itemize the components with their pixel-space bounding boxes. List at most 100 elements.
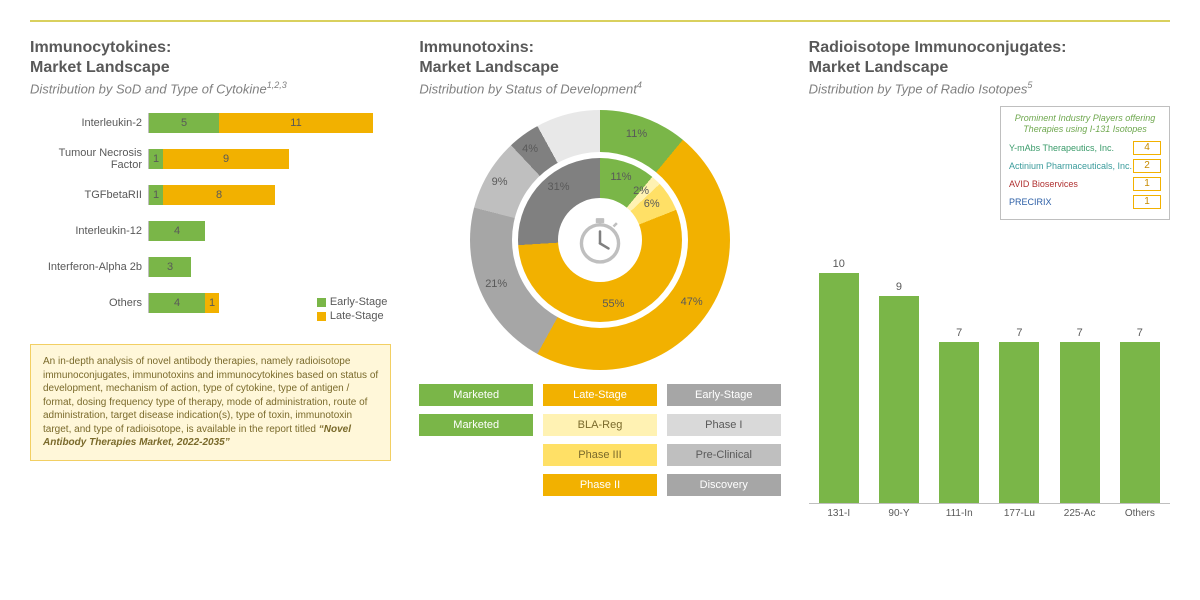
panel3-sup: 5 (1027, 80, 1032, 90)
donut-slice-label: 21% (485, 278, 507, 290)
vbar-cat-col: 177-Lu (995, 504, 1043, 522)
top-rule (30, 20, 1170, 22)
player-row: Y-mAbs Therapeutics, Inc.4 (1009, 141, 1161, 155)
vbar-rect (999, 342, 1039, 503)
hbar-seg-late: 1 (205, 293, 219, 313)
legend-row: MarketedLate-StageEarly-Stage (419, 384, 780, 406)
hbar-row: TGFbetaRII18 (30, 182, 391, 208)
hbar-row: Tumour Necrosis Factor19 (30, 146, 391, 172)
vbar-value: 7 (1077, 327, 1083, 339)
players-list: Y-mAbs Therapeutics, Inc.4 Actinium Pharm… (1009, 141, 1161, 209)
panel3-title-l2: Market Landscape (809, 59, 949, 76)
panel3-subtitle: Distribution by Type of Radio Isotopes5 (809, 80, 1170, 96)
donut-slice-label: 2% (633, 185, 649, 197)
legend-cell: BLA-Reg (543, 414, 657, 436)
hbar-label: Others (30, 297, 148, 309)
vbar-rect (1060, 342, 1100, 503)
player-row: Actinium Pharmaceuticals, Inc.2 (1009, 159, 1161, 173)
hbar-track: 3 (148, 257, 391, 277)
panel3-sub-text: Distribution by Type of Radio Isotopes (809, 81, 1028, 96)
player-count: 1 (1133, 177, 1161, 191)
donut-slice-label: 31% (548, 181, 570, 193)
vbar-rect (879, 296, 919, 503)
player-name: AVID Bioservices (1009, 179, 1078, 189)
panel1-subtitle: Distribution by SoD and Type of Cytokine… (30, 80, 391, 96)
vbar-cat-col: 131-I (815, 504, 863, 522)
legend-cell: Phase II (543, 474, 657, 496)
panel-radioisotope: Radioisotope Immunoconjugates: Market La… (809, 38, 1170, 504)
hbar-chart: Interleukin-2511 Tumour Necrosis Factor19… (30, 110, 391, 326)
panel-immunocytokines: Immunocytokines: Market Landscape Distri… (30, 38, 391, 504)
vbar-cat-col: 225-Ac (1056, 504, 1104, 522)
vbar-category: 111-In (946, 508, 973, 522)
vbar-value: 7 (1137, 327, 1143, 339)
panel3-title-l1: Radioisotope Immunoconjugates: (809, 39, 1067, 56)
vbar-category: 90-Y (888, 508, 909, 522)
panel3-title: Radioisotope Immunoconjugates: Market La… (809, 38, 1170, 78)
vbar-col: 7 (1116, 327, 1164, 503)
hbar-row: Interleukin-124 (30, 218, 391, 244)
player-row: AVID Bioservices 1 (1009, 177, 1161, 191)
hbar-track: 511 (148, 113, 391, 133)
panel-immunotoxins: Immunotoxins: Market Landscape Distribut… (419, 38, 780, 504)
hbar-seg-early: 3 (149, 257, 191, 277)
vbar-value: 7 (956, 327, 962, 339)
hbar-row: Interleukin-2511 (30, 110, 391, 136)
vbar-value: 9 (896, 281, 902, 293)
vbar-rect (819, 273, 859, 503)
legend-cell: Early-Stage (667, 384, 781, 406)
panel2-subtitle: Distribution by Status of Development4 (419, 80, 780, 96)
hbar-label: Interleukin-12 (30, 225, 148, 237)
panel3-body: Prominent Industry Players offering Ther… (809, 110, 1170, 504)
player-row: PRECIRIX 1 (1009, 195, 1161, 209)
player-name: PRECIRIX (1009, 197, 1052, 207)
players-box: Prominent Industry Players offering Ther… (1000, 106, 1170, 220)
legend-row: Phase III Pre-Clinical (419, 444, 780, 466)
vbar-col: 7 (1056, 327, 1104, 503)
panel1-title-l1: Immunocytokines: (30, 39, 171, 56)
player-count: 1 (1133, 195, 1161, 209)
legend-text: Late-Stage (330, 310, 384, 322)
hbar-seg-early: 4 (149, 221, 205, 241)
vbar-cat-col: Others (1116, 504, 1164, 522)
vbar-categories: 131-I 90-Y 111-In 177-Lu 225-Ac Others (809, 504, 1170, 522)
vbar-rect (1120, 342, 1160, 503)
panel2-sup: 4 (637, 80, 642, 90)
vbar-category: 131-I (827, 508, 850, 522)
legend-cell: Phase III (543, 444, 657, 466)
donut-slice-label: 47% (681, 296, 703, 308)
vbar-rect (939, 342, 979, 503)
legend-swatch (317, 312, 326, 321)
vbar-category: Others (1125, 508, 1155, 522)
vbar-cat-col: 111-In (935, 504, 983, 522)
legend-cell: Late-Stage (543, 384, 657, 406)
player-name: Actinium Pharmaceuticals, Inc. (1009, 161, 1132, 171)
panel1-title-l2: Market Landscape (30, 59, 170, 76)
hbar-label: TGFbetaRII (30, 189, 148, 201)
donut-chart: 11%47%21%9%4%11%2%6%55%31% MarketedLate-… (419, 110, 780, 504)
panel1-title: Immunocytokines: Market Landscape (30, 38, 391, 78)
legend-row: Phase IIDiscovery (419, 474, 780, 496)
hbar-seg-early: 1 (149, 149, 163, 169)
vbar-value: 7 (1016, 327, 1022, 339)
hbar-row: Interferon-Alpha 2b3 (30, 254, 391, 280)
donut-slice-label: 9% (492, 176, 508, 188)
panel2-sub-text: Distribution by Status of Development (419, 81, 637, 96)
donut-slice-label: 11% (626, 128, 647, 140)
donut-center (558, 198, 642, 282)
donut-slice-label: 11% (610, 171, 631, 183)
panel1-sup: 1,2,3 (267, 80, 287, 90)
player-count: 4 (1133, 141, 1161, 155)
players-title: Prominent Industry Players offering Ther… (1009, 113, 1161, 135)
legend-item: Early-Stage (317, 296, 387, 308)
panel2-title: Immunotoxins: Market Landscape (419, 38, 780, 78)
hbar-track: 18 (148, 185, 391, 205)
vbar-category: 177-Lu (1004, 508, 1035, 522)
hbar-seg-early: 5 (149, 113, 219, 133)
legend-item: Late-Stage (317, 310, 387, 322)
legend-cell: Pre-Clinical (667, 444, 781, 466)
player-count: 2 (1133, 159, 1161, 173)
legend-cell: Phase I (667, 414, 781, 436)
hbar-seg-early: 4 (149, 293, 205, 313)
hbar-seg-late: 8 (163, 185, 275, 205)
